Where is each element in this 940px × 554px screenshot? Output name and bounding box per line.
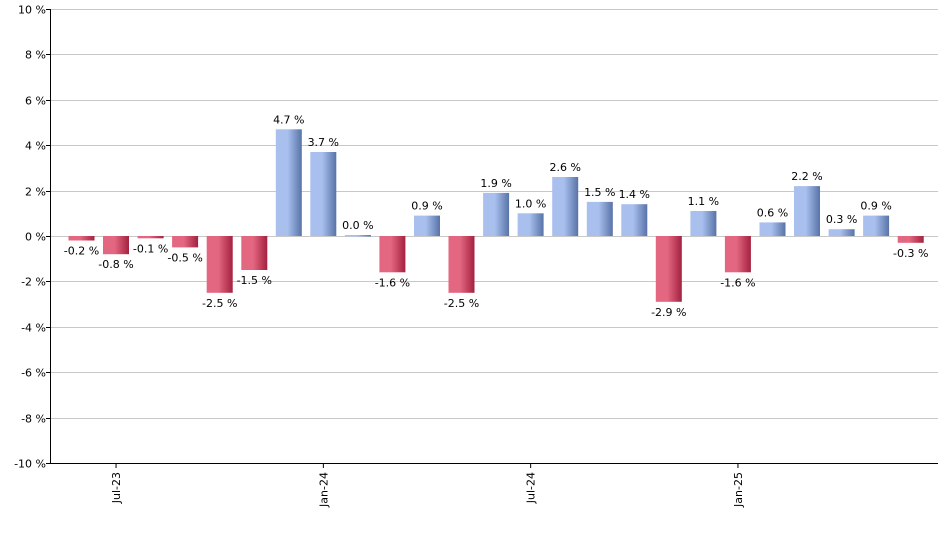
bar [897, 236, 924, 243]
bar-value-label: -0.2 % [64, 245, 99, 258]
y-tick-label: -10 % [14, 458, 46, 471]
y-tick-label: 4 % [25, 140, 46, 153]
bar-value-label: 0.9 % [411, 200, 442, 213]
bar [690, 211, 717, 236]
axes: 10 % 8 % 6 % 4 % 2 % 0 % -2 % -4 % -6 % -8 % -10 %… [14, 4, 938, 508]
bar-value-label: -1.6 % [375, 276, 410, 289]
y-tick-label: 2 % [25, 186, 46, 199]
x-tick-label: Jan-24 [317, 472, 330, 508]
bar [414, 215, 440, 236]
y-tick-label: 0 % [25, 231, 46, 244]
bar [448, 236, 475, 293]
bar-value-label: 2.6 % [549, 161, 580, 174]
bar-value-label: -0.5 % [167, 251, 202, 264]
bar-value-label: -2.5 % [202, 297, 237, 310]
y-tick-label: 6 % [25, 95, 46, 108]
bar [137, 236, 164, 239]
bar-value-label: 1.0 % [515, 197, 546, 210]
bar [759, 222, 786, 236]
bar-value-label: 1.5 % [584, 186, 615, 199]
y-tick-label: -4 % [21, 322, 46, 335]
bar [379, 236, 406, 273]
bar [794, 186, 820, 236]
y-tick-label: -6 % [21, 367, 46, 380]
bar [206, 236, 233, 293]
bar-value-label: -2.5 % [444, 297, 479, 310]
bar-value-label: 1.4 % [619, 188, 650, 201]
bar-value-label: 0.3 % [826, 213, 857, 226]
bar-value-label: 1.1 % [688, 195, 719, 208]
bars [68, 129, 924, 302]
bar [724, 236, 751, 273]
y-tick-label: 10 % [18, 4, 46, 17]
bar [275, 129, 302, 236]
bar-value-label: 2.2 % [791, 170, 822, 183]
bar [586, 201, 613, 236]
y-tick-label: -2 % [21, 276, 46, 289]
bar [344, 235, 371, 237]
bar-value-label: 3.7 % [308, 136, 339, 149]
x-tick-label: Jul-23 [110, 472, 123, 504]
bar-value-label: 0.0 % [342, 219, 373, 232]
bar [68, 236, 95, 241]
bar-value-label: -1.6 % [720, 276, 755, 289]
bar [483, 192, 510, 236]
bar [517, 213, 544, 236]
labels: -0.2 %-0.8 %-0.1 %-0.5 %-2.5 %-1.5 %4.7 … [64, 113, 929, 318]
bar-value-label: -2.9 % [651, 306, 686, 319]
y-tick-label: -8 % [21, 413, 46, 426]
bar [241, 236, 268, 270]
x-tick-label: Jan-25 [732, 472, 745, 508]
x-tick-label: Jul-24 [525, 472, 538, 504]
bar-value-label: -0.8 % [98, 258, 133, 271]
bar-value-label: -0.1 % [133, 242, 168, 255]
bar [310, 152, 337, 236]
bar [172, 236, 199, 248]
bar-value-label: -1.5 % [237, 274, 272, 287]
bar-value-label: 0.9 % [860, 200, 891, 213]
bar-value-label: 1.9 % [480, 177, 511, 190]
bar-value-label: -0.3 % [893, 247, 928, 260]
bar [552, 177, 579, 236]
bar-value-label: 4.7 % [273, 113, 304, 126]
bar [621, 204, 648, 236]
bar [828, 229, 855, 236]
bar [103, 236, 129, 255]
bar [863, 215, 890, 236]
y-tick-label: 8 % [25, 49, 46, 62]
bar [655, 236, 682, 302]
bar-value-label: 0.6 % [757, 206, 788, 219]
